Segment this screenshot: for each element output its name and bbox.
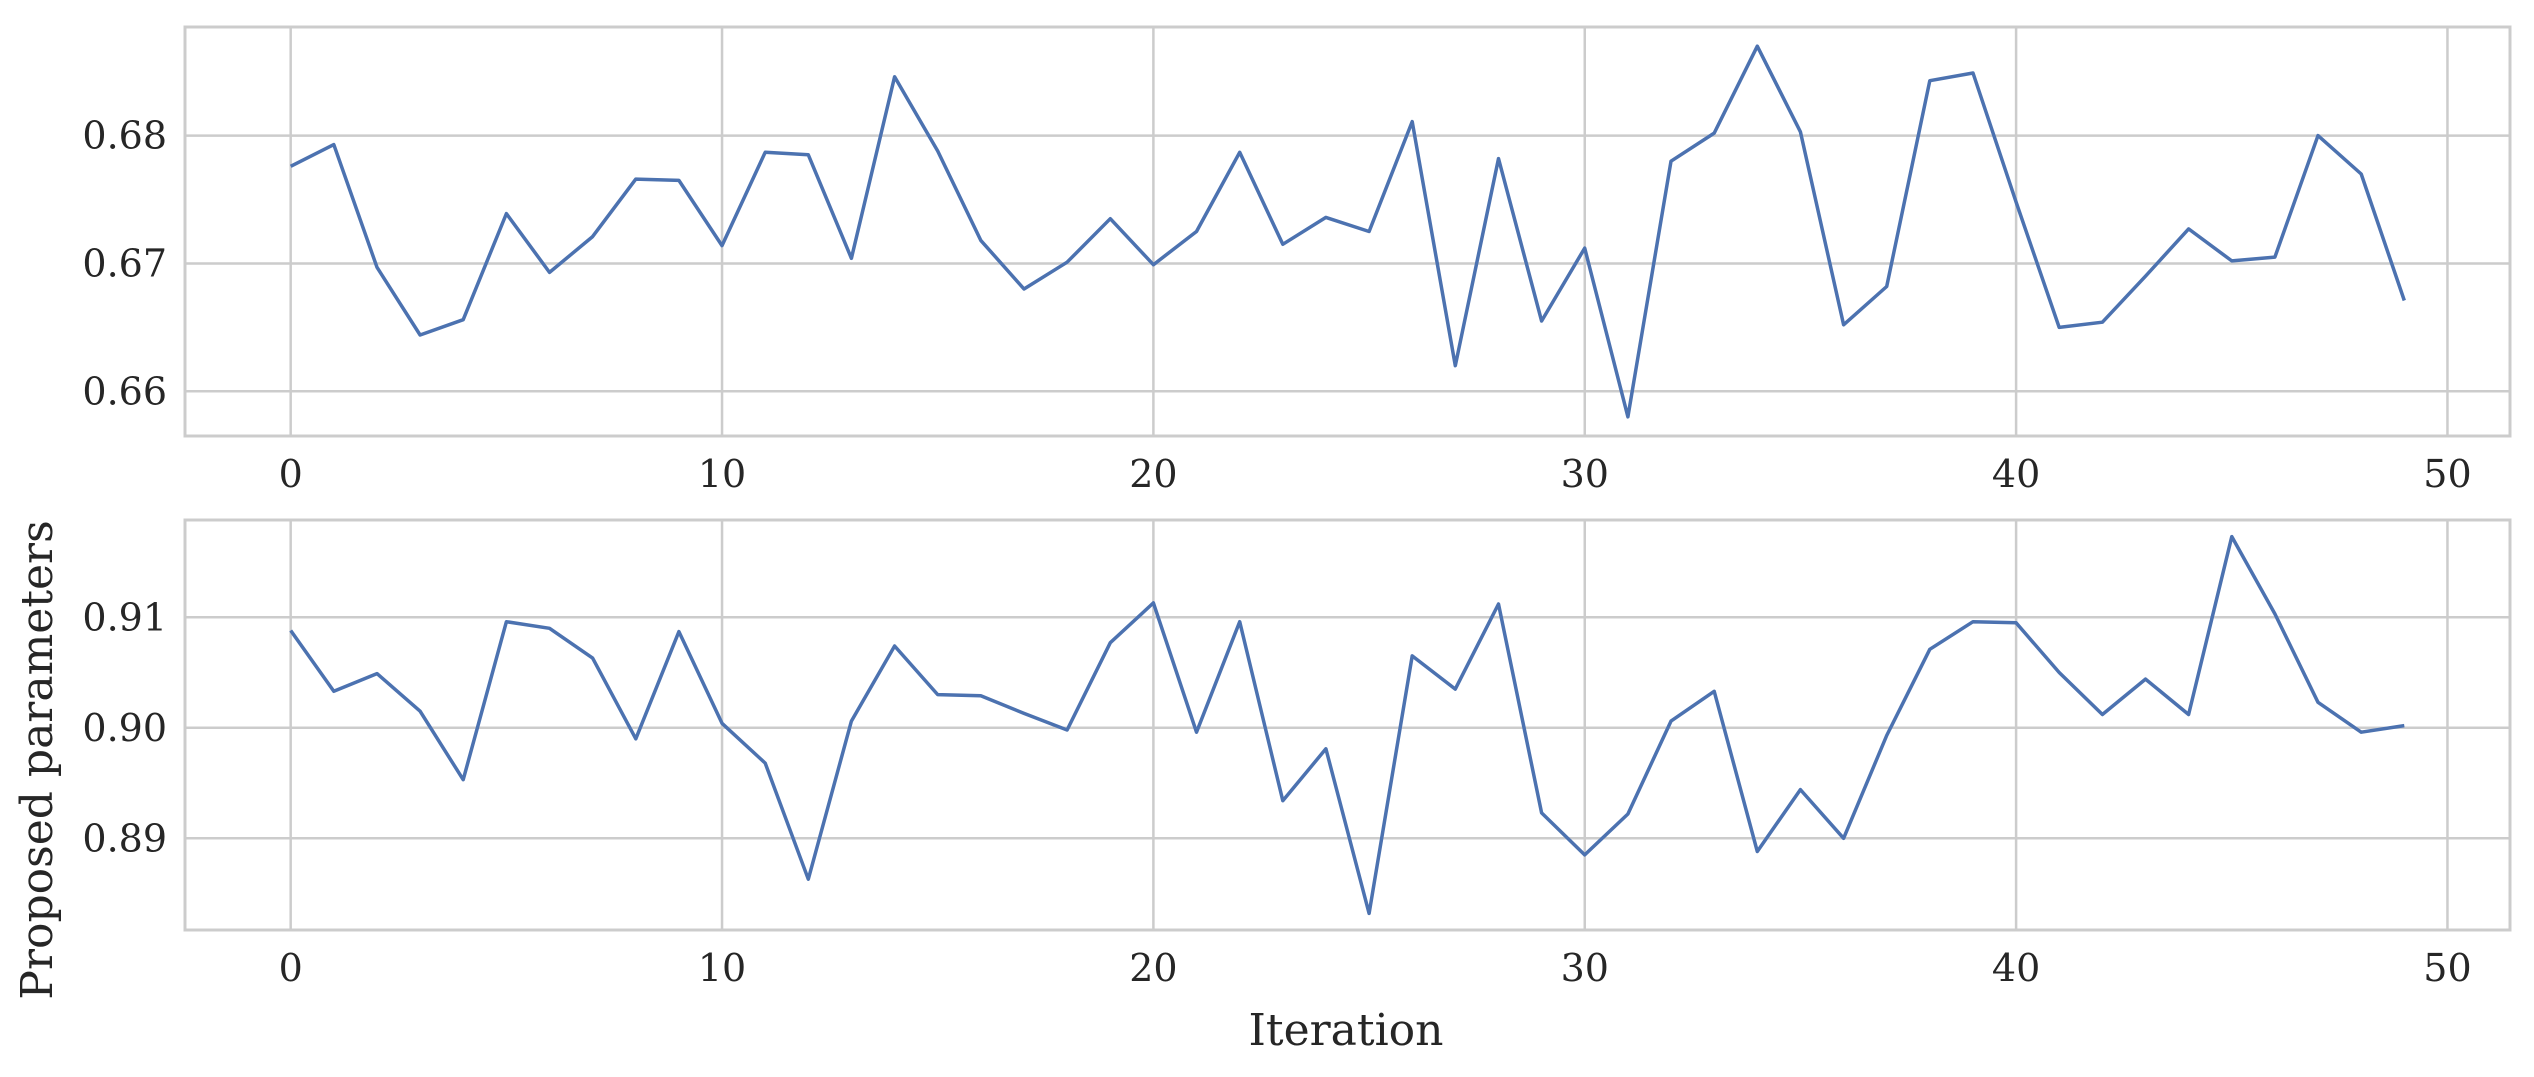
x-tick-label: 50	[2423, 452, 2471, 496]
x-tick-label: 50	[2423, 946, 2471, 990]
y-tick-label: 0.91	[82, 595, 167, 639]
x-tick-label: 40	[1992, 946, 2040, 990]
bottom-panel: 0 10 20 30 40 50 0.89 0.90 0.91	[82, 518, 2512, 990]
x-tick-label: 20	[1129, 946, 1177, 990]
plot-frame	[183, 518, 2512, 932]
x-tick-label: 40	[1992, 452, 2040, 496]
plot-frame	[183, 25, 2512, 438]
x-tick-label: 30	[1561, 946, 1609, 990]
y-tick-label: 0.90	[82, 706, 167, 750]
series-line	[289, 534, 2405, 916]
y-tick-label: 0.68	[82, 114, 167, 158]
top-panel: 0 10 20 30 40 50 0.66 0.67 0.68	[82, 25, 2512, 496]
x-tick-label: 0	[279, 946, 303, 990]
y-axis-title: Proposed parameters	[12, 520, 63, 999]
y-tick-label: 0.67	[82, 241, 167, 285]
x-tick-label: 30	[1561, 452, 1609, 496]
x-tick-label: 20	[1129, 452, 1177, 496]
x-tick-label: 10	[698, 946, 746, 990]
x-axis-title: Iteration	[1249, 1005, 1444, 1056]
x-tick-label: 10	[698, 452, 746, 496]
y-tick-label: 0.66	[82, 369, 167, 413]
x-tick-label: 0	[279, 452, 303, 496]
y-tick-label: 0.89	[82, 816, 167, 860]
series-line	[289, 44, 2406, 419]
